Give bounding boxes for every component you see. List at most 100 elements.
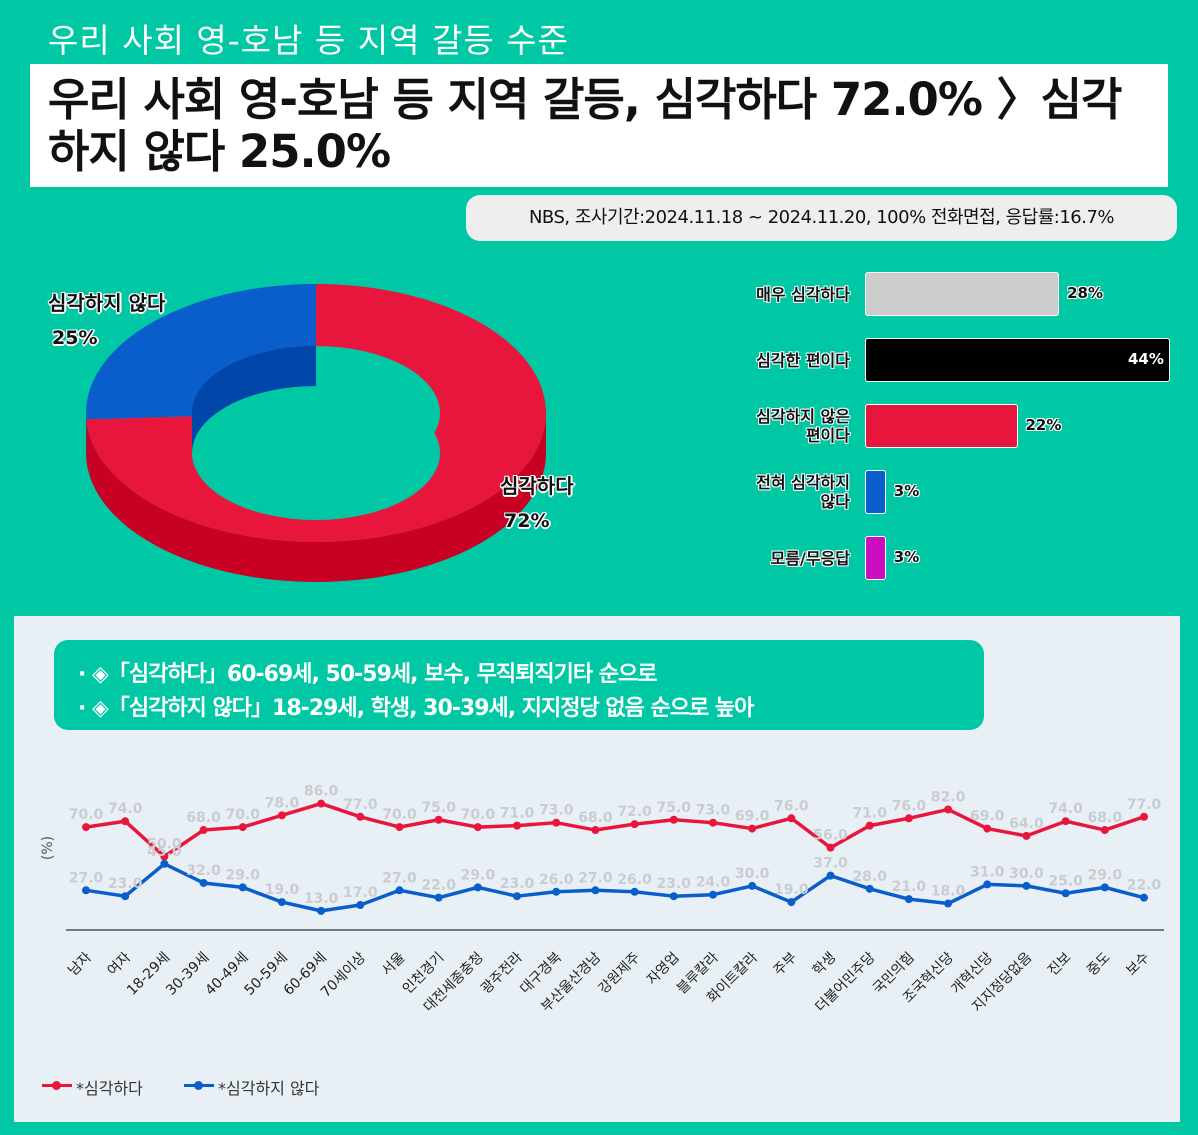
data-label-1-13: 27.0 bbox=[578, 870, 613, 886]
data-label-0-26: 68.0 bbox=[1088, 810, 1123, 826]
data-label-0-25: 74.0 bbox=[1048, 801, 1083, 817]
legend-dot-not-serious bbox=[194, 1081, 203, 1090]
point-1-8 bbox=[395, 886, 404, 895]
point-1-6 bbox=[317, 906, 326, 915]
data-label-0-15: 75.0 bbox=[657, 800, 692, 816]
point-1-13 bbox=[591, 886, 600, 895]
data-label-1-1: 23.0 bbox=[108, 876, 143, 892]
point-1-10 bbox=[473, 883, 482, 892]
point-0-12 bbox=[552, 818, 561, 827]
data-label-1-6: 13.0 bbox=[304, 891, 339, 907]
point-1-21 bbox=[904, 895, 913, 904]
point-0-11 bbox=[513, 821, 522, 830]
y-axis-label: (%) bbox=[40, 836, 56, 860]
donut-slice-1 bbox=[86, 284, 316, 420]
data-label-0-16: 73.0 bbox=[696, 803, 731, 819]
donut-label-not-serious: 심각하지 않다 bbox=[48, 291, 166, 315]
bar-value-0: 28% bbox=[1067, 284, 1103, 302]
data-label-0-17: 69.0 bbox=[735, 809, 770, 825]
point-1-22 bbox=[944, 899, 953, 908]
point-0-5 bbox=[277, 811, 286, 820]
data-label-1-21: 21.0 bbox=[892, 879, 927, 895]
data-label-0-12: 73.0 bbox=[539, 803, 574, 819]
data-label-1-15: 23.0 bbox=[657, 876, 692, 892]
data-label-0-3: 68.0 bbox=[186, 810, 221, 826]
data-label-1-8: 27.0 bbox=[382, 870, 417, 886]
headline-box: 우리 사회 영-호남 등 지역 갈등, 심각하다 72.0% 〉심각하지 않다 … bbox=[30, 64, 1168, 187]
bar-label-0: 매우 심각하다 bbox=[756, 285, 850, 304]
data-label-0-7: 77.0 bbox=[343, 797, 378, 813]
point-0-27 bbox=[1140, 812, 1148, 821]
data-label-0-20: 71.0 bbox=[852, 806, 887, 822]
x-tick-26: 중도 bbox=[1084, 949, 1114, 979]
subtitle: 우리 사회 영-호남 등 지역 갈등 수준 bbox=[48, 21, 569, 60]
data-label-1-12: 26.0 bbox=[539, 872, 574, 888]
summary-note-1: · ◈「심각하다」60-69세, 50-59세, 보수, 무직퇴직기타 순으로 bbox=[78, 662, 657, 687]
point-0-10 bbox=[473, 823, 482, 832]
data-label-1-23: 31.0 bbox=[970, 864, 1005, 880]
breakdown-bar-chart: 매우 심각하다 28% 심각한 편이다 44% 심각하지 않은 편이다 22% 전혀 심각하지… bbox=[700, 268, 1180, 588]
point-1-24 bbox=[1022, 881, 1031, 890]
point-1-0 bbox=[82, 886, 90, 895]
bar-value-2: 22% bbox=[1025, 416, 1062, 434]
point-1-27 bbox=[1140, 893, 1148, 902]
legend-dot-serious bbox=[52, 1081, 61, 1090]
legend-serious: *심각하다 bbox=[76, 1079, 143, 1098]
bar-label-3: 전혀 심각하지 않다 bbox=[756, 473, 850, 511]
point-1-19 bbox=[826, 871, 835, 880]
point-1-7 bbox=[356, 901, 365, 910]
point-0-9 bbox=[434, 815, 443, 824]
data-label-0-6: 86.0 bbox=[304, 784, 339, 800]
x-tick-14: 강원제주 bbox=[596, 949, 644, 997]
data-label-0-0: 70.0 bbox=[69, 807, 104, 823]
bar-1 bbox=[865, 338, 1170, 382]
point-1-1 bbox=[121, 892, 130, 901]
point-1-17 bbox=[748, 881, 757, 890]
data-label-0-11: 71.0 bbox=[500, 806, 535, 822]
line-chart: (%)70.0 74.050.068.0 70.078.086.077.070.0 7… bbox=[40, 784, 1164, 1015]
donut-hole bbox=[192, 386, 440, 520]
point-1-16 bbox=[708, 890, 717, 899]
bar-0 bbox=[865, 272, 1060, 316]
point-0-4 bbox=[238, 823, 247, 832]
donut-chart bbox=[86, 284, 546, 582]
x-tick-1: 여자 bbox=[104, 949, 134, 979]
point-0-0 bbox=[82, 823, 90, 832]
data-label-0-13: 68.0 bbox=[578, 810, 613, 826]
data-label-1-9: 22.0 bbox=[421, 878, 456, 894]
data-label-0-8: 70.0 bbox=[382, 807, 417, 823]
x-tick-19: 학생 bbox=[810, 950, 840, 980]
data-label-1-3: 32.0 bbox=[186, 863, 221, 879]
data-label-0-22: 82.0 bbox=[931, 789, 966, 805]
data-label-1-11: 23.0 bbox=[500, 876, 535, 892]
bar-value-4: 3% bbox=[893, 548, 920, 566]
point-1-25 bbox=[1061, 889, 1070, 898]
donut-label-serious: 심각하다 bbox=[500, 474, 574, 498]
bar-2 bbox=[865, 404, 1018, 448]
point-0-24 bbox=[1022, 831, 1031, 840]
point-1-5 bbox=[277, 898, 286, 907]
point-0-21 bbox=[904, 814, 913, 823]
point-0-15 bbox=[669, 815, 678, 824]
point-1-20 bbox=[865, 884, 874, 893]
data-label-1-17: 30.0 bbox=[735, 866, 770, 882]
data-label-1-2: 45.0 bbox=[147, 844, 182, 860]
point-1-18 bbox=[787, 898, 796, 907]
point-1-15 bbox=[669, 892, 678, 901]
data-label-0-4: 70.0 bbox=[225, 807, 260, 823]
data-label-0-24: 64.0 bbox=[1009, 816, 1044, 832]
data-label-1-25: 25.0 bbox=[1048, 873, 1083, 889]
x-tick-8: 서울 bbox=[379, 949, 409, 979]
point-0-20 bbox=[865, 821, 874, 830]
x-tick-25: 진보 bbox=[1045, 949, 1075, 979]
bar-value-1: 44% bbox=[1128, 350, 1164, 368]
point-0-17 bbox=[748, 824, 757, 833]
point-1-11 bbox=[513, 892, 522, 901]
data-label-0-9: 75.0 bbox=[421, 800, 456, 816]
point-0-22 bbox=[944, 805, 953, 814]
source-note: NBS, 조사기간:2024.11.18 ~ 2024.11.20, 100% … bbox=[466, 195, 1177, 241]
data-label-1-7: 17.0 bbox=[343, 885, 378, 901]
data-label-1-14: 26.0 bbox=[617, 872, 652, 888]
point-0-3 bbox=[199, 826, 208, 835]
series-line-1 bbox=[85, 862, 1145, 913]
